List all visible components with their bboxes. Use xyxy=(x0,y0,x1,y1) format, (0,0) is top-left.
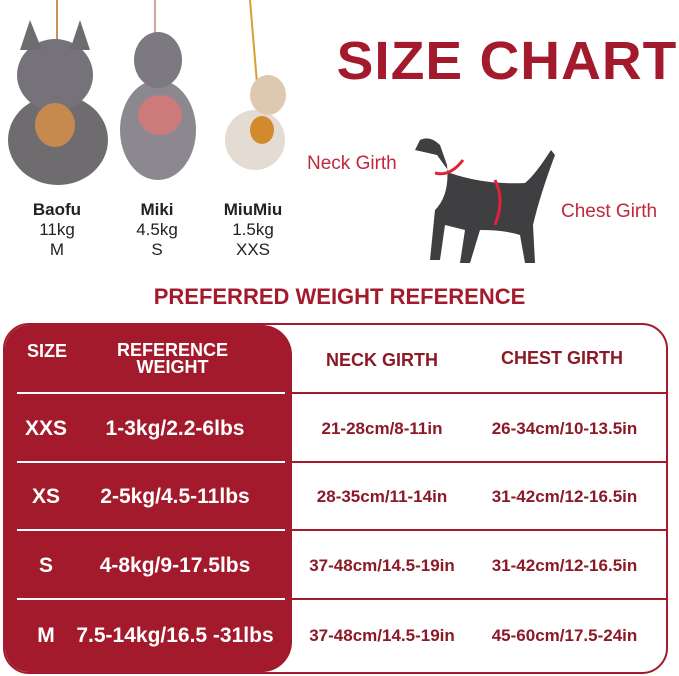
dog-name: Baofu xyxy=(32,200,82,219)
table-chest-cell: 26-34cm/10-13.5in xyxy=(491,418,638,438)
dog-weight: 1.5kg xyxy=(232,220,274,239)
header-size: SIZE xyxy=(26,340,67,361)
header-chest: CHEST GIRTH xyxy=(500,347,623,368)
size-table: SIZE REFERENCE WEIGHT NECK GIRTH CHEST G… xyxy=(3,323,668,674)
dog-size: M xyxy=(49,240,65,259)
table-chest-cell: 31-42cm/12-16.5in xyxy=(491,487,638,506)
dog-name: Miki xyxy=(140,200,174,219)
table-neck-cell: 21-28cm/8-11in xyxy=(321,418,443,438)
row-divider-right xyxy=(292,529,666,531)
dog-name: MiuMiu xyxy=(223,200,283,219)
neck-girth-label: Neck Girth xyxy=(307,153,397,174)
dog-weight: 4.5kg xyxy=(136,220,178,239)
table-weight-cell: 4-8kg/9-17.5lbs xyxy=(99,553,251,577)
table-size-cell: XXS xyxy=(24,416,68,440)
dog-size: S xyxy=(151,240,163,259)
dog-size: XXS xyxy=(235,240,271,259)
row-divider-right xyxy=(292,598,666,600)
table-size-cell: XS xyxy=(31,485,60,508)
table-weight-cell: 2-5kg/4.5-11lbs xyxy=(100,485,250,508)
dog-miumiu: MiuMiu 1.5kg XXS xyxy=(208,200,298,260)
table-size-cell: S xyxy=(38,553,53,577)
row-divider-right xyxy=(292,461,666,463)
row-divider-left xyxy=(17,598,285,600)
dog-baofu: Baofu 11kg M xyxy=(12,200,102,260)
dog-weight: 11kg xyxy=(39,220,75,239)
table-chest-cell: 31-42cm/12-16.5in xyxy=(491,555,638,575)
row-divider-left xyxy=(17,529,285,531)
size-weight-panel xyxy=(5,325,292,672)
table-chest-cell: 45-60cm/17.5-24in xyxy=(491,626,638,645)
row-divider-left xyxy=(17,392,285,394)
page-title: SIZE CHART xyxy=(336,31,678,91)
dog-miki: Miki 4.5kg S xyxy=(112,200,202,260)
table-neck-cell: 37-48cm/14.5-19in xyxy=(309,626,455,645)
table-neck-cell: 37-48cm/14.5-19in xyxy=(309,555,455,575)
row-divider-right xyxy=(292,392,666,394)
table-size-cell: M xyxy=(37,624,55,647)
header-weight: REFERENCE WEIGHT xyxy=(116,340,228,377)
table-weight-cell: 1-3kg/2.2-6lbs xyxy=(105,416,245,440)
dog-silhouette-diagram xyxy=(415,138,555,263)
table-weight-cell: 7.5-14kg/16.5 -31lbs xyxy=(76,624,274,647)
chest-girth-label: Chest Girth xyxy=(561,201,658,222)
section-subtitle: PREFERRED WEIGHT REFERENCE xyxy=(153,284,526,309)
row-divider-left xyxy=(17,461,285,463)
header-neck: NECK GIRTH xyxy=(326,349,438,370)
dogs-photo xyxy=(8,0,286,185)
table-neck-cell: 28-35cm/11-14in xyxy=(316,487,448,506)
